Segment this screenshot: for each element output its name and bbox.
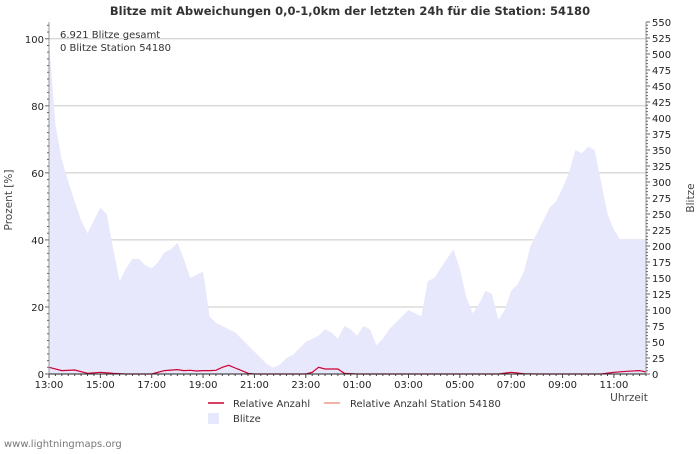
y-right-tick-label: 525 — [652, 34, 671, 45]
x-tick-label: 05:00 — [445, 380, 474, 391]
y-left-tick-label: 0 — [38, 370, 44, 381]
y-right-tick-label: 225 — [652, 226, 671, 237]
x-tick-label: 01:00 — [343, 380, 372, 391]
x-axis-label: Uhrzeit — [610, 392, 648, 404]
y-right-tick-label: 475 — [652, 66, 671, 77]
legend-label-blitze: Blitze — [233, 414, 261, 425]
x-tick-label: 15:00 — [86, 380, 115, 391]
y-right-tick-label: 250 — [652, 210, 671, 221]
y-right-tick-label: 325 — [652, 162, 671, 173]
x-tick-label: 07:00 — [497, 380, 526, 391]
footer-credit: www.lightningmaps.org — [4, 439, 122, 450]
chart-title: Blitze mit Abweichungen 0,0-1,0km der le… — [110, 4, 590, 18]
y-left-tick-label: 20 — [31, 303, 44, 314]
y-right-tick-label: 375 — [652, 130, 671, 141]
x-ticks: 13:00 15:00 17:00 19:00 21:00 23:00 01:00 03:00… — [35, 374, 647, 391]
y-right-tick-label: 500 — [652, 50, 671, 61]
y-left-tick-label: 100 — [25, 35, 44, 46]
y-right-tick-label: 450 — [652, 82, 671, 93]
y-left-label: Prozent [%] — [3, 170, 15, 231]
x-tick-label: 09:00 — [548, 380, 577, 391]
y-right-label: Blitze — [685, 183, 697, 212]
y-right-tick-label: 125 — [652, 290, 671, 301]
y-right-tick-label: 25 — [652, 354, 665, 365]
y-right-tick-label: 75 — [652, 322, 665, 333]
y-right-tick-label: 175 — [652, 258, 671, 269]
y-right-tick-label: 550 — [652, 18, 671, 29]
y-left-tick-label: 80 — [31, 102, 44, 113]
series-area-blitze — [49, 41, 646, 374]
x-tick-label: 17:00 — [137, 380, 166, 391]
y-right-tick-label: 300 — [652, 178, 671, 189]
y-right-ticks: 0 25 50 75 100 125 150 175 200 225 250 275 300 325 350… — [646, 18, 671, 381]
y-right-tick-label: 200 — [652, 242, 671, 253]
legend-swatch-blitze — [208, 413, 219, 424]
y-right-tick-label: 425 — [652, 98, 671, 109]
x-tick-label: 19:00 — [189, 380, 218, 391]
y-right-tick-label: 0 — [652, 370, 658, 381]
legend-label-relative-anzahl: Relative Anzahl — [233, 399, 310, 410]
y-right-tick-label: 400 — [652, 114, 671, 125]
y-right-tick-label: 350 — [652, 146, 671, 157]
x-tick-label: 11:00 — [599, 380, 628, 391]
x-tick-label: 13:00 — [35, 380, 64, 391]
y-right-tick-label: 50 — [652, 338, 665, 349]
y-right-tick-label: 150 — [652, 274, 671, 285]
annotation-station: 0 Blitze Station 54180 — [60, 43, 171, 54]
legend-label-relative-anzahl-station: Relative Anzahl Station 54180 — [350, 399, 501, 410]
y-left-ticks: 0 20 40 60 80 100 — [25, 24, 49, 381]
legend: Relative Anzahl Relative Anzahl Station … — [208, 399, 501, 425]
y-left-tick-label: 40 — [31, 236, 44, 247]
annotation-total: 6.921 Blitze gesamt — [60, 30, 160, 41]
y-right-tick-label: 275 — [652, 194, 671, 205]
x-tick-label: 21:00 — [240, 380, 269, 391]
y-left-tick-label: 60 — [31, 169, 44, 180]
y-right-tick-label: 100 — [652, 306, 671, 317]
x-tick-label: 23:00 — [291, 380, 320, 391]
x-tick-label: 03:00 — [394, 380, 423, 391]
